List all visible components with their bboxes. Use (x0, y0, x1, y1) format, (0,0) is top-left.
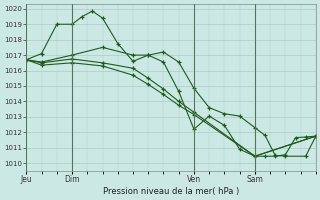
X-axis label: Pression niveau de la mer( hPa ): Pression niveau de la mer( hPa ) (103, 187, 239, 196)
